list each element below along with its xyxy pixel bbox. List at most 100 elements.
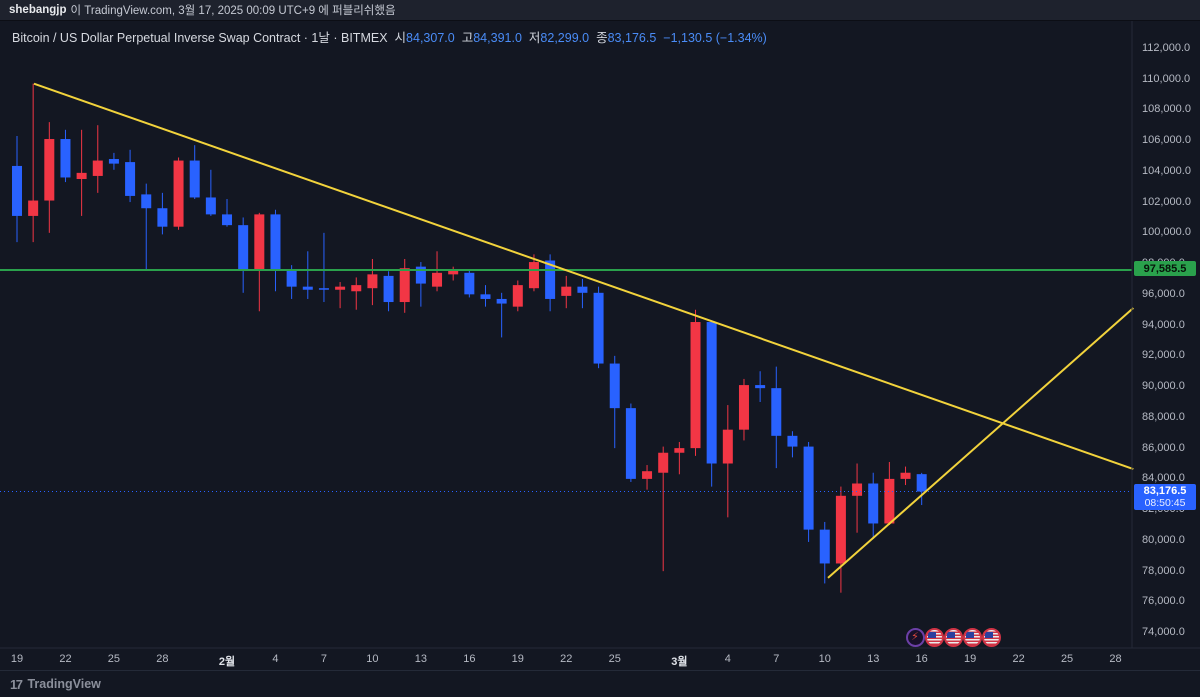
symbol-legend[interactable]: Bitcoin / US Dollar Perpetual Inverse Sw… (12, 27, 767, 46)
time-tick-label: 4 (724, 653, 731, 665)
us-flag-emoji[interactable] (924, 627, 944, 647)
time-tick-label: 22 (59, 653, 72, 665)
candlestick[interactable] (706, 322, 717, 464)
candlestick[interactable] (399, 268, 410, 303)
ascending-trendline[interactable] (827, 307, 1134, 579)
time-tick-label: 16 (915, 653, 928, 665)
candlestick[interactable] (351, 285, 362, 292)
price-tick-label: 86,000.0 (1142, 441, 1185, 454)
price-tick-label: 110,000.0 (1142, 72, 1191, 85)
candlestick[interactable] (173, 160, 184, 227)
us-flag-emoji[interactable] (981, 627, 1001, 647)
price-tick-label: 76,000.0 (1142, 595, 1185, 608)
ohlc-pair: 고84,391.0 (461, 31, 522, 45)
candlestick[interactable] (916, 474, 927, 492)
candlestick[interactable] (577, 286, 588, 293)
candlestick[interactable] (60, 139, 71, 178)
us-flag-emoji[interactable] (943, 627, 963, 647)
us-flag-emoji[interactable] (962, 627, 982, 647)
candlestick[interactable] (205, 197, 216, 215)
candlestick[interactable] (803, 446, 814, 530)
candlestick[interactable] (528, 262, 539, 289)
candlestick[interactable] (722, 429, 733, 464)
candlestick[interactable] (367, 274, 378, 289)
candlestick[interactable] (125, 162, 136, 196)
candlestick[interactable] (771, 388, 782, 436)
candlestick[interactable] (432, 272, 443, 287)
candlestick[interactable] (545, 260, 556, 299)
candlestick[interactable] (755, 385, 766, 389)
candlestick[interactable] (189, 160, 200, 198)
candlestick[interactable] (480, 294, 491, 299)
candlestick[interactable] (318, 288, 329, 290)
price-tick-label: 78,000.0 (1142, 564, 1185, 577)
price-tick-label: 106,000.0 (1142, 134, 1191, 147)
candlestick[interactable] (238, 225, 249, 270)
time-tick-label: 25 (107, 653, 121, 665)
publish-bar: shebangjp 이 TradingView.com, 3월 17, 2025… (0, 0, 1200, 21)
time-tick-label: 13 (867, 653, 880, 665)
candlestick[interactable] (819, 529, 830, 564)
last-price-label[interactable]: 83,176.5 08:50:45 (1134, 483, 1196, 510)
candlestick[interactable] (286, 269, 297, 287)
horizontal-line-price-label[interactable]: 97,585.5 (1134, 260, 1196, 276)
time-tick-label: 7 (773, 653, 780, 665)
lightning-emoji[interactable]: ⚡ (905, 627, 925, 647)
candlestick[interactable] (835, 495, 846, 564)
footer: 17 TradingView (0, 670, 1200, 697)
symbol-title[interactable]: Bitcoin / US Dollar Perpetual Inverse Sw… (12, 31, 388, 45)
time-tick-label: 16 (463, 653, 476, 665)
candlestick[interactable] (44, 139, 55, 201)
candlestick[interactable] (512, 285, 523, 307)
candlestick[interactable] (222, 214, 233, 226)
candlestick[interactable] (674, 448, 685, 453)
candlestick[interactable] (868, 483, 879, 524)
candlestick[interactable] (625, 408, 636, 479)
ohlc-values: 시84,307.0 고84,391.0 저82,299.0 종83,176.5 (388, 31, 657, 45)
candlestick[interactable] (254, 214, 265, 270)
candlestick[interactable] (108, 159, 119, 164)
time-tick-label: 25 (1060, 653, 1074, 665)
candlestick[interactable] (642, 471, 653, 479)
candlestick[interactable] (658, 452, 669, 473)
candlestick[interactable] (561, 286, 572, 296)
candlestick[interactable] (884, 478, 895, 524)
candlestick[interactable] (852, 483, 863, 496)
candlestick[interactable] (92, 160, 103, 176)
candlestick[interactable] (787, 435, 798, 447)
bar-countdown: 08:50:45 (1144, 496, 1186, 509)
candlestick[interactable] (12, 165, 22, 216)
candlestick[interactable] (28, 200, 39, 216)
candlestick[interactable] (900, 472, 911, 479)
time-tick-label: 19 (964, 653, 977, 665)
candlestick[interactable] (415, 266, 426, 284)
ohlc-pair: 종83,176.5 (596, 31, 657, 45)
candlestick[interactable] (335, 286, 346, 290)
descending-trendline[interactable] (33, 82, 1134, 470)
candlestick[interactable] (302, 286, 313, 290)
candlestick[interactable] (690, 322, 701, 449)
candlestick[interactable] (383, 275, 394, 303)
price-tick-label: 80,000.0 (1142, 533, 1185, 546)
green-line-price: 97,585.5 (1143, 262, 1187, 275)
time-tick-label: 28 (156, 653, 169, 665)
candlestick[interactable] (464, 272, 475, 295)
candlestick[interactable] (141, 194, 152, 209)
time-tick-label: 19 (511, 653, 524, 665)
candlestick[interactable] (157, 208, 168, 227)
candlestick[interactable] (76, 172, 87, 180)
candlestick[interactable] (496, 298, 507, 304)
publisher-name[interactable]: shebangjp (9, 4, 67, 16)
candlestick[interactable] (270, 214, 281, 270)
last-price-value: 83,176.5 (1143, 484, 1187, 497)
ohlc-pair: 저82,299.0 (528, 31, 590, 45)
candlestick[interactable] (448, 269, 459, 275)
tradingview-wordmark[interactable]: TradingView (27, 677, 101, 691)
candlestick[interactable] (593, 292, 604, 364)
candlestick[interactable] (609, 363, 620, 409)
price-tick-label: 112,000.0 (1142, 41, 1191, 54)
tradingview-logo-icon[interactable]: 17 (10, 676, 23, 692)
candlestick[interactable] (738, 385, 749, 430)
